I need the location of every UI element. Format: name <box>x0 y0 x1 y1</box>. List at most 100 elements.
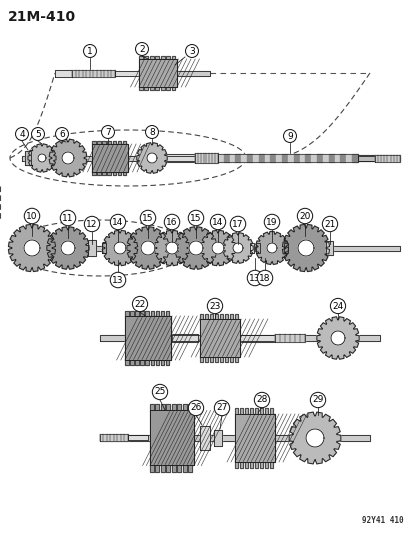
Polygon shape <box>100 435 369 441</box>
Polygon shape <box>305 429 323 447</box>
Polygon shape <box>139 59 177 87</box>
Text: 26: 26 <box>190 403 201 413</box>
Polygon shape <box>155 311 159 316</box>
Polygon shape <box>166 465 170 472</box>
Polygon shape <box>254 462 258 468</box>
Text: 2: 2 <box>139 44 145 53</box>
Polygon shape <box>249 462 253 468</box>
Polygon shape <box>177 70 209 76</box>
Polygon shape <box>230 314 233 319</box>
Polygon shape <box>72 69 115 77</box>
Polygon shape <box>92 144 128 172</box>
Polygon shape <box>289 412 340 464</box>
Polygon shape <box>334 154 339 162</box>
Polygon shape <box>161 404 164 410</box>
Text: 8: 8 <box>149 127 154 136</box>
Text: 12: 12 <box>86 220 97 229</box>
Polygon shape <box>177 465 181 472</box>
Polygon shape <box>135 311 138 316</box>
Text: 15: 15 <box>190 214 201 222</box>
Polygon shape <box>155 360 159 365</box>
Text: 15: 15 <box>142 214 153 222</box>
Polygon shape <box>240 462 243 468</box>
Polygon shape <box>171 55 175 59</box>
Polygon shape <box>183 465 186 472</box>
Polygon shape <box>155 465 159 472</box>
Polygon shape <box>102 243 106 253</box>
Polygon shape <box>264 154 270 162</box>
Polygon shape <box>199 319 240 357</box>
Polygon shape <box>154 230 189 265</box>
Polygon shape <box>211 242 223 254</box>
Polygon shape <box>22 246 399 251</box>
Polygon shape <box>155 55 159 59</box>
Polygon shape <box>287 154 293 162</box>
Polygon shape <box>328 154 334 162</box>
Polygon shape <box>126 227 169 269</box>
Text: 13: 13 <box>112 276 123 285</box>
Polygon shape <box>171 465 176 472</box>
Polygon shape <box>8 224 55 271</box>
Text: 16: 16 <box>166 217 177 227</box>
Polygon shape <box>247 154 252 162</box>
Polygon shape <box>195 153 218 163</box>
Polygon shape <box>125 311 128 316</box>
Polygon shape <box>139 87 142 91</box>
Polygon shape <box>145 360 149 365</box>
Polygon shape <box>125 316 171 360</box>
Polygon shape <box>199 357 203 361</box>
Polygon shape <box>160 360 164 365</box>
Polygon shape <box>150 360 154 365</box>
Text: 19: 19 <box>266 217 277 227</box>
Polygon shape <box>183 404 186 410</box>
Polygon shape <box>136 143 167 173</box>
Polygon shape <box>270 154 275 162</box>
Polygon shape <box>311 154 316 162</box>
Polygon shape <box>235 408 238 414</box>
Text: 92Y41 410: 92Y41 410 <box>361 516 403 525</box>
Polygon shape <box>357 155 399 161</box>
Polygon shape <box>102 172 106 175</box>
Polygon shape <box>145 311 149 316</box>
Polygon shape <box>144 55 148 59</box>
Polygon shape <box>150 410 194 465</box>
Polygon shape <box>219 357 223 361</box>
Polygon shape <box>38 154 46 162</box>
Polygon shape <box>264 408 268 414</box>
Polygon shape <box>224 357 228 361</box>
Polygon shape <box>155 87 159 91</box>
Polygon shape <box>97 172 100 175</box>
Polygon shape <box>107 141 111 144</box>
Polygon shape <box>299 154 305 162</box>
Polygon shape <box>114 242 126 254</box>
Polygon shape <box>49 139 87 177</box>
Polygon shape <box>171 334 197 342</box>
Polygon shape <box>240 335 274 342</box>
Polygon shape <box>161 465 164 472</box>
Polygon shape <box>219 314 223 319</box>
Polygon shape <box>255 243 259 253</box>
Polygon shape <box>204 314 208 319</box>
Polygon shape <box>55 69 72 77</box>
Text: 29: 29 <box>311 395 323 405</box>
Polygon shape <box>147 153 157 163</box>
Polygon shape <box>150 55 153 59</box>
Polygon shape <box>166 242 178 254</box>
Polygon shape <box>28 144 56 172</box>
Polygon shape <box>171 87 175 91</box>
Polygon shape <box>174 227 216 269</box>
Polygon shape <box>189 241 202 255</box>
Polygon shape <box>249 243 254 253</box>
Polygon shape <box>322 154 328 162</box>
Polygon shape <box>135 360 138 365</box>
Text: 25: 25 <box>154 387 165 397</box>
Polygon shape <box>128 435 147 440</box>
Polygon shape <box>283 243 287 253</box>
Polygon shape <box>140 311 144 316</box>
Text: 17: 17 <box>232 220 243 229</box>
Polygon shape <box>214 314 218 319</box>
Polygon shape <box>264 462 268 468</box>
Polygon shape <box>117 141 121 144</box>
Polygon shape <box>160 311 164 316</box>
Polygon shape <box>144 87 148 91</box>
